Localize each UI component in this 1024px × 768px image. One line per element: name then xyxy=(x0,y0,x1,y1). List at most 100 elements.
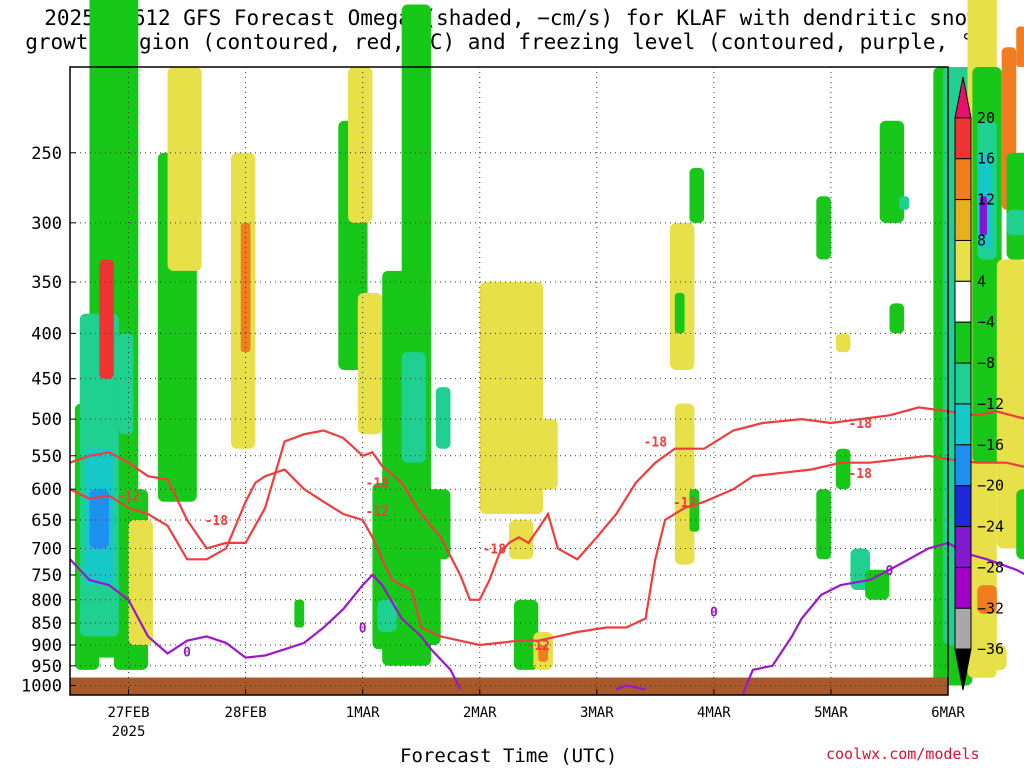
x-axis: 27FEB 2025 28FEB 1MAR 2MAR 3MAR 4MAR 5MAR 6MAR xyxy=(107,689,965,740)
y-tick-label-500: 500 xyxy=(31,410,62,430)
colorbar-label-11: −28 xyxy=(977,558,1004,576)
omega-cell-21 xyxy=(401,352,427,463)
contour-label--12-0: -12 xyxy=(117,490,140,505)
omega-shading-layer xyxy=(74,0,1024,686)
colorbar-swatch-5 xyxy=(954,280,972,323)
colorbar-label-9: −20 xyxy=(977,477,1004,495)
omega-cell-30 xyxy=(513,599,539,670)
omega-cell-67 xyxy=(1016,489,1024,560)
colorbar-swatch-7 xyxy=(954,362,972,405)
y-tick-label-900: 900 xyxy=(31,636,62,656)
contour-label--18-0: -18 xyxy=(205,514,229,529)
omega-cell-43 xyxy=(865,569,890,600)
colorbar-swatch-11 xyxy=(954,526,972,568)
x-tick-label-2: 1MAR xyxy=(346,705,380,721)
y-tick-label-700: 700 xyxy=(31,539,62,559)
y-tick-label-350: 350 xyxy=(31,273,62,293)
x-tick-sublabel-0: 2025 xyxy=(112,724,146,740)
colorbar-label-2: 12 xyxy=(977,191,995,209)
x-tick-label-5: 4MAR xyxy=(697,705,731,721)
omega-cell-74 xyxy=(987,645,1007,670)
omega-cell-38 xyxy=(816,196,831,260)
colorbar-label-4: 4 xyxy=(977,272,986,290)
omega-cell-37 xyxy=(689,167,705,223)
colorbar-swatch-12 xyxy=(954,566,972,609)
y-tick-label-300: 300 xyxy=(31,214,62,234)
omega-cell-35 xyxy=(689,489,700,532)
contour-label--18-1: -18 xyxy=(366,477,390,492)
y-tick-label-550: 550 xyxy=(31,447,62,467)
colorbar-label-12: −32 xyxy=(977,599,1004,617)
colorbar-label-6: −8 xyxy=(977,354,995,372)
colorbar-swatch-13 xyxy=(954,607,972,650)
contour-label--12-3: -12 xyxy=(673,496,696,511)
omega-cell-41 xyxy=(835,448,851,490)
contour-label--18-4: -18 xyxy=(848,417,872,432)
colorbar-label-3: 8 xyxy=(977,231,986,249)
x-tick-label-1: 28FEB xyxy=(225,705,267,721)
x-tick-label-4: 3MAR xyxy=(580,705,614,721)
omega-cell-68 xyxy=(1016,26,1024,67)
y-tick-label-950: 950 xyxy=(31,657,62,677)
chart-title-line-2: growth region (contoured, red, °C) and f… xyxy=(25,30,999,54)
ground-layer xyxy=(70,677,948,695)
omega-cell-59 xyxy=(979,196,988,236)
omega-cell-17 xyxy=(348,67,373,223)
y-tick-label-850: 850 xyxy=(31,614,62,634)
x-tick-label-0: 27FEB xyxy=(107,705,149,721)
ground-fill xyxy=(70,677,948,695)
y-tick-label-800: 800 xyxy=(31,591,62,611)
omega-cell-45 xyxy=(889,303,905,334)
omega-cell-20 xyxy=(401,4,431,314)
omega-cell-60 xyxy=(977,585,997,614)
contour-line--18-0 xyxy=(69,406,1024,601)
x-tick-label-6: 5MAR xyxy=(814,705,848,721)
contour-label-0-0: 0 xyxy=(183,645,191,660)
chart-title-line-1: 2025022612 GFS Forecast Omega (shaded, −… xyxy=(44,6,980,30)
contour-line--12-0 xyxy=(69,454,1024,647)
omega-cell-46 xyxy=(899,196,909,210)
colorbar-bottom-arrow xyxy=(954,648,972,691)
y-tick-label-600: 600 xyxy=(31,480,62,500)
omega-cell-4 xyxy=(167,67,202,271)
contour-label--18-3: -18 xyxy=(644,436,668,451)
y-tick-label-750: 750 xyxy=(31,566,62,586)
y-tick-label-250: 250 xyxy=(31,144,62,164)
omega-cell-64 xyxy=(1006,209,1024,236)
contour-line-0-2 xyxy=(742,541,1024,694)
colorbar-swatch-6 xyxy=(954,321,972,364)
colorbar-swatch-2 xyxy=(954,158,972,201)
colorbar-label-10: −24 xyxy=(977,518,1004,536)
omega-cell-32 xyxy=(538,645,549,662)
x-tick-label-7: 6MAR xyxy=(931,705,965,721)
contour-line-0-1 xyxy=(615,684,646,691)
colorbar: 20 16 12 8 4 −4 −8 −12 −16 −20 −24 −28 −32 −36 xyxy=(954,76,1004,691)
contour-label--12-2: -12 xyxy=(527,639,550,654)
omega-cell-26 xyxy=(435,387,451,449)
credit-link[interactable]: coolwx.com/models xyxy=(826,745,980,763)
y-tick-label-450: 450 xyxy=(31,370,62,390)
y-axis: 2503003504004505005506006507007508008509… xyxy=(21,144,76,697)
contour-label--12-1: -12 xyxy=(366,505,389,520)
x-axis-label: Forecast Time (UTC) xyxy=(400,745,618,767)
omega-cell-10 xyxy=(118,333,134,435)
omega-cell-36 xyxy=(674,292,685,334)
y-tick-label-1000: 1000 xyxy=(21,677,62,697)
colorbar-label-0: 20 xyxy=(977,109,995,127)
x-tick-label-3: 2MAR xyxy=(463,705,497,721)
contour-label--18-5: -18 xyxy=(848,467,872,482)
colorbar-swatch-3 xyxy=(954,199,972,241)
omega-cell-15 xyxy=(294,599,305,628)
contour-line-0-0 xyxy=(69,558,462,690)
colorbar-label-13: −36 xyxy=(977,640,1004,658)
omega-cell-18 xyxy=(357,292,383,435)
colorbar-swatch-9 xyxy=(954,444,972,487)
omega-cell-11 xyxy=(128,519,153,646)
chart-title: 2025022612 GFS Forecast Omega (shaded, −… xyxy=(0,6,1024,54)
contour-label-0-2: 0 xyxy=(710,606,718,621)
omega-cell-8 xyxy=(99,259,114,379)
omega-cell-25 xyxy=(426,489,451,560)
contour-label-0-3: 0 xyxy=(886,564,894,579)
contour-label-0-1: 0 xyxy=(359,622,367,637)
